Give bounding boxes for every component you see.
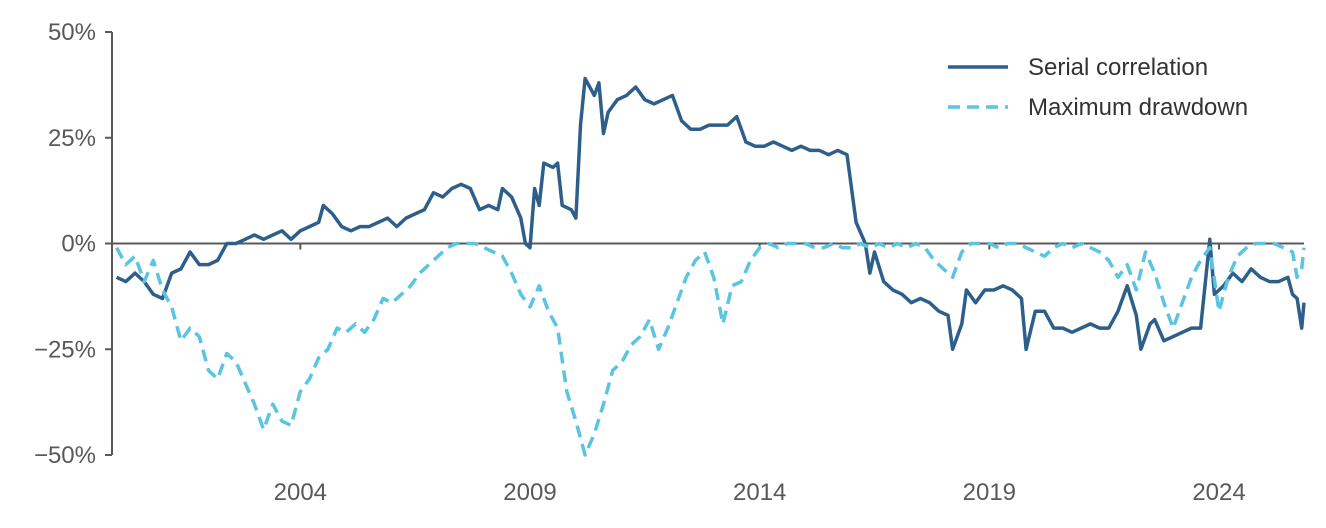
legend: Serial correlation Maximum drawdown [948,54,1248,121]
y-tick-label: −25% [34,336,96,363]
legend-label-maximum-drawdown: Maximum drawdown [1028,94,1248,121]
x-tick-label: 2024 [1192,479,1245,506]
y-axis-ticks: 50% 25% 0% −25% −50% [34,19,112,469]
y-tick-label: 25% [48,125,96,152]
x-tick-label: 2004 [274,479,327,506]
series-line-serial-correlation [115,76,1306,352]
series-line-maximum-drawdown [115,241,1306,457]
x-tick-label: 2014 [733,479,786,506]
y-tick-label: 50% [48,19,96,46]
series-layer [115,76,1306,457]
x-axis-ticks: 2004 2009 2014 2019 2024 [274,243,1246,506]
legend-label-serial-correlation: Serial correlation [1028,54,1208,81]
x-tick-label: 2009 [503,479,556,506]
y-tick-label: −50% [34,442,96,469]
x-tick-label: 2019 [963,479,1016,506]
y-tick-label: 0% [61,231,96,258]
